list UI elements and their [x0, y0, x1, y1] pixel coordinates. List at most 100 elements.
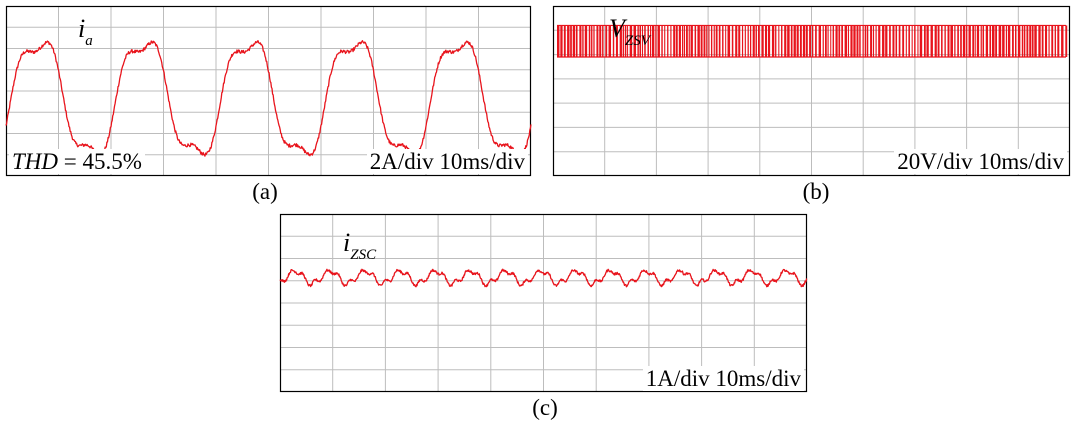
plot-frame	[552, 5, 1071, 177]
pwm-pulse	[700, 25, 703, 57]
scope-plot-c	[279, 213, 808, 393]
pwm-pulse	[844, 25, 848, 57]
pwm-pulse	[650, 25, 652, 57]
scope-panel-b: VZSV 20V/div 10ms/div	[552, 5, 1071, 177]
pwm-pulse	[778, 25, 780, 57]
pwm-pulse	[710, 25, 713, 57]
pwm-pulse	[1002, 25, 1005, 57]
pwm-pulse	[802, 25, 806, 57]
pwm-pulse	[1065, 25, 1068, 57]
caption-b: (b)	[802, 179, 830, 204]
pwm-pulse	[875, 25, 877, 57]
pwm-pulse	[688, 25, 690, 57]
pwm-pulse	[822, 25, 824, 57]
pwm-pulse	[713, 25, 715, 57]
pwm-pulse	[982, 25, 985, 57]
pwm-pulse	[811, 25, 814, 57]
pwm-pulse	[1029, 25, 1032, 57]
plot-frame	[5, 5, 532, 177]
pwm-pulse	[1038, 25, 1041, 57]
pwm-pulse	[799, 25, 802, 57]
pwm-pulse	[793, 25, 796, 57]
pwm-pulse	[735, 25, 738, 57]
pwm-pulse	[818, 25, 821, 57]
pwm-pulse	[950, 25, 953, 57]
scope-plot-a	[5, 5, 532, 177]
pwm-pulse	[827, 25, 829, 57]
pwm-pulse	[624, 25, 627, 57]
pwm-pulse	[870, 25, 873, 57]
pwm-pulse	[784, 25, 787, 57]
pwm-pulse	[752, 25, 755, 57]
pwm-pulse	[652, 25, 655, 57]
scale-label-a: 2A/div 10ms/div	[366, 149, 528, 174]
pwm-pulse	[591, 25, 593, 57]
pwm-pulse	[882, 25, 885, 57]
pwm-pulse	[738, 25, 741, 57]
pwm-pulse	[706, 25, 708, 57]
pwm-pulse	[1015, 25, 1017, 57]
pwm-pulse	[588, 25, 591, 57]
pwm-pulse	[1034, 25, 1037, 57]
pwm-pulse	[619, 25, 622, 57]
pwm-pulse	[608, 25, 612, 57]
pwm-pulse	[681, 25, 684, 57]
pwm-pulse	[673, 25, 676, 57]
pwm-pulse	[790, 25, 793, 57]
pwm-pulse	[960, 25, 962, 57]
pwm-pulse	[633, 25, 637, 57]
pwm-pulse	[757, 25, 760, 57]
pwm-pulse	[937, 25, 940, 57]
pwm-pulse	[972, 25, 975, 57]
pwm-pulse	[678, 25, 681, 57]
pwm-pulse	[917, 25, 919, 57]
pwm-pulse	[1061, 25, 1064, 57]
pwm-pulse	[856, 25, 859, 57]
pwm-pulse	[731, 25, 734, 57]
pwm-pulse	[563, 25, 566, 57]
pwm-pulse	[755, 25, 757, 57]
pwm-pulse	[629, 25, 633, 57]
pwm-pulse	[637, 25, 639, 57]
pwm-pulse	[657, 25, 660, 57]
pwm-pulse	[612, 25, 615, 57]
signal-label-sub: ZSV	[624, 33, 650, 49]
grid	[6, 6, 531, 176]
pwm-pulse	[655, 25, 657, 57]
pwm-pulse	[947, 25, 950, 57]
pwm-pulse	[892, 25, 895, 57]
scale-label-b: 20V/div 10ms/div	[894, 149, 1067, 174]
pwm-pulse	[767, 25, 771, 57]
pwm-pulse	[850, 25, 853, 57]
pwm-pulse	[923, 25, 926, 57]
pwm-pulse	[824, 25, 827, 57]
pwm-pulse	[805, 25, 808, 57]
pwm-pulse	[998, 25, 1002, 57]
pwm-pulse	[1012, 25, 1014, 57]
pwm-pulse	[725, 25, 727, 57]
pwm-pulse	[1051, 25, 1054, 57]
pwm-pulse	[908, 25, 910, 57]
pwm-pulse	[989, 25, 992, 57]
pwm-pulse	[1031, 25, 1034, 57]
pwm-pulse	[1005, 25, 1008, 57]
pwm-pulse	[664, 25, 666, 57]
trace-vzsv	[557, 25, 1068, 57]
pwm-pulse	[815, 25, 817, 57]
pwm-pulse	[885, 25, 888, 57]
pwm-pulse	[560, 25, 563, 57]
pwm-pulse	[985, 25, 989, 57]
pwm-pulse	[715, 25, 718, 57]
pwm-pulse	[596, 25, 599, 57]
signal-label-sub: ZSC	[350, 247, 377, 263]
pwm-pulse	[584, 25, 588, 57]
pwm-pulse	[727, 25, 731, 57]
pwm-pulse	[934, 25, 937, 57]
pwm-pulse	[941, 25, 943, 57]
pwm-pulse	[895, 25, 898, 57]
pwm-pulse	[567, 25, 570, 57]
pwm-pulse	[911, 25, 913, 57]
signal-label-izsc: iZSC	[343, 230, 376, 263]
pwm-pulse	[968, 25, 971, 57]
pwm-pulse	[1044, 25, 1048, 57]
